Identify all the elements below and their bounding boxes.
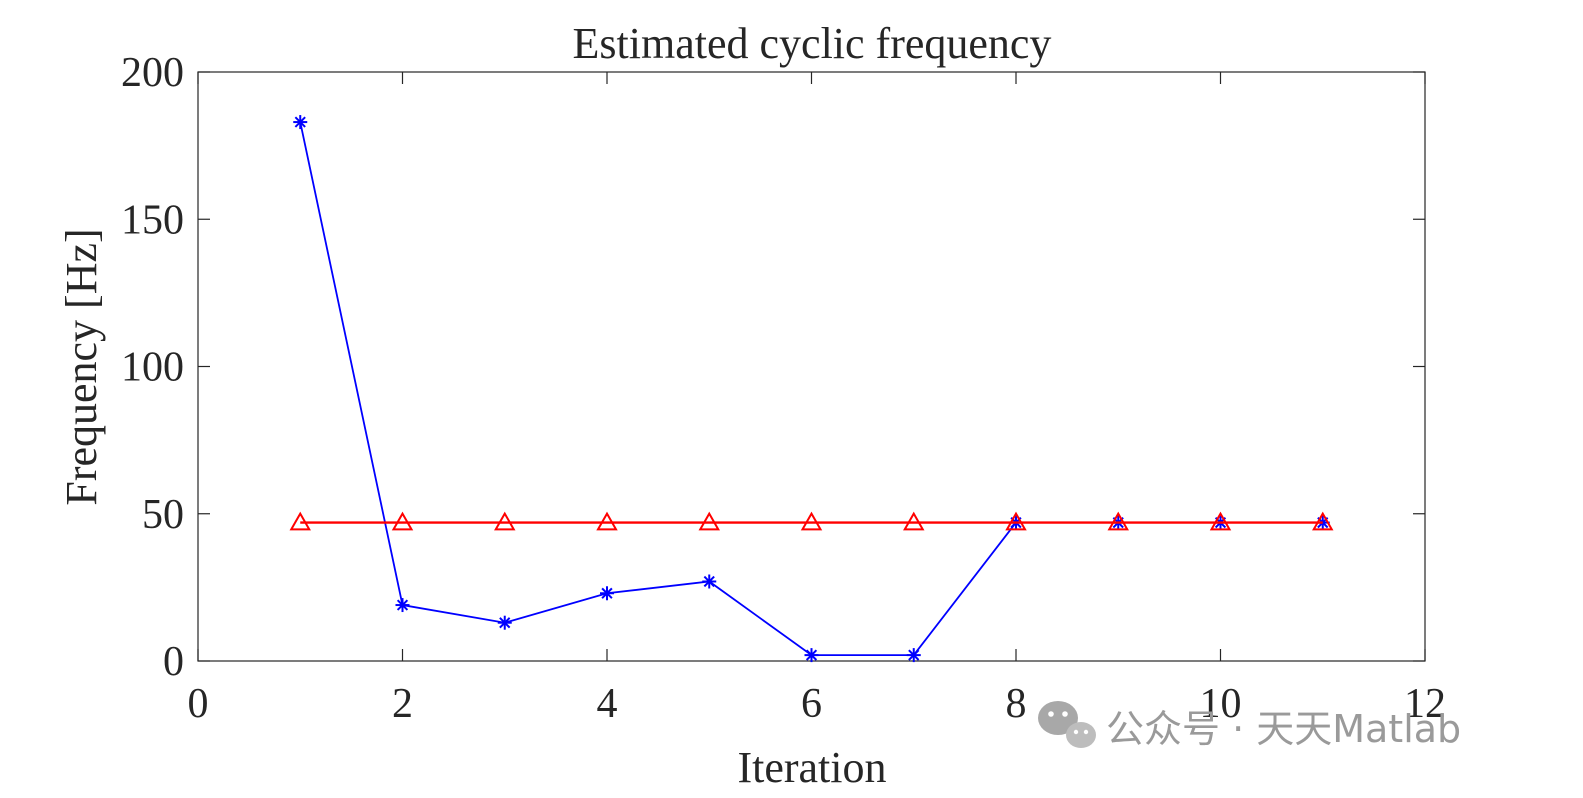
marker-stroke [908, 649, 920, 661]
y-axis-label: Frequency [Hz] [57, 228, 106, 505]
series-layer [289, 115, 1334, 663]
x-tick-label: 0 [188, 681, 209, 727]
x-tick-label: 6 [801, 681, 822, 727]
triangle-marker [698, 511, 720, 531]
marker-stroke [703, 575, 715, 588]
x-tick-label: 4 [597, 681, 618, 727]
x-tick-label: 10 [1200, 681, 1242, 727]
triangle-marker [494, 511, 516, 531]
marker-stroke [601, 587, 613, 599]
triangle-marker [903, 511, 925, 531]
x-axis-label: Iteration [737, 743, 886, 792]
marker-stroke [294, 116, 306, 128]
asterisk-marker [804, 648, 819, 663]
triangle-marker [1107, 511, 1129, 531]
marker-stroke [499, 617, 511, 629]
marker-stroke [805, 649, 818, 661]
chart-title: Estimated cyclic frequency [573, 19, 1052, 68]
triangle-marker [596, 511, 618, 531]
triangle-marker [289, 511, 311, 531]
triangle-marker [1005, 511, 1027, 531]
wechat-icon [1038, 701, 1096, 748]
asterisk-marker [600, 586, 614, 601]
y-tick-label: 50 [142, 492, 184, 538]
x-tick-label: 12 [1404, 681, 1446, 727]
y-tick-label: 200 [121, 50, 184, 96]
axis-ticks: 0 2 4 6 8 10 12 0 50 100 150 200 [121, 50, 1446, 727]
triangle-marker [1312, 511, 1334, 531]
y-tick-label: 100 [121, 345, 184, 391]
triangle-marker [391, 511, 414, 531]
asterisk-marker [906, 648, 921, 663]
marker-stroke [396, 599, 409, 611]
y-tick-label: 150 [121, 197, 184, 243]
asterisk-marker [293, 115, 308, 130]
asterisk-marker [702, 574, 717, 589]
asterisk-marker [497, 615, 512, 630]
watermark-text: 公众号 · 天天Matlab [1106, 707, 1461, 751]
x-tick-label: 2 [392, 681, 413, 727]
y-tick-label: 0 [163, 639, 184, 685]
x-tick-label: 8 [1006, 681, 1027, 727]
watermark: 公众号 · 天天Matlab [1038, 701, 1461, 751]
triangle-marker [800, 511, 823, 531]
series-2 [289, 511, 1334, 531]
asterisk-marker [395, 598, 410, 613]
triangle-marker [1209, 511, 1232, 531]
